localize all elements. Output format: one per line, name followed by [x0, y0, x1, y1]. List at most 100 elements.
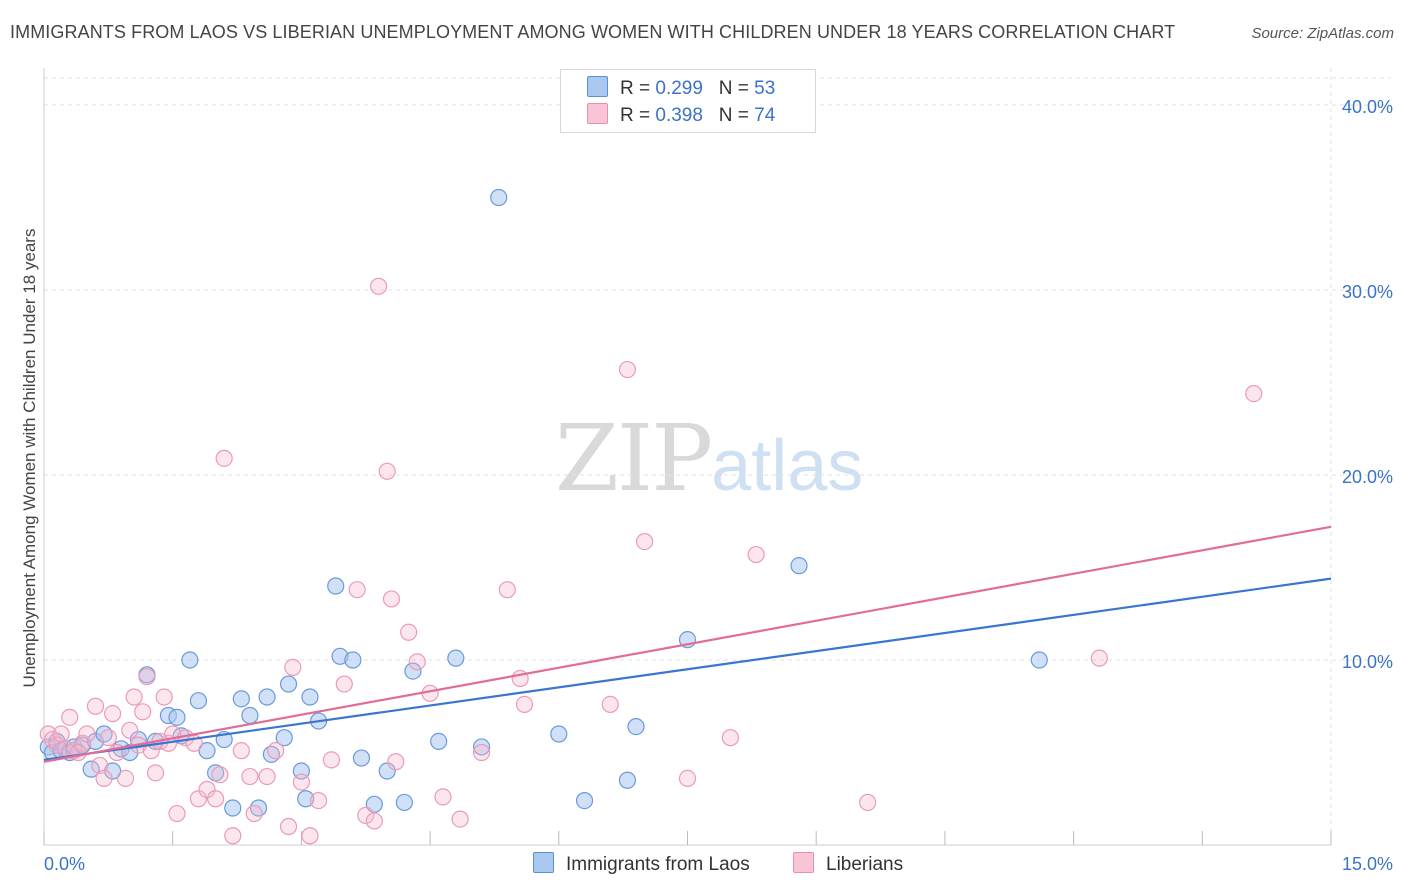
point-liberians: [322, 751, 341, 769]
point-liberians: [365, 812, 383, 830]
point-liberians: [86, 697, 105, 715]
point-liberians: [168, 804, 186, 823]
point-laos: [189, 692, 208, 710]
point-liberians: [678, 769, 697, 788]
bottom-legend-swatch-liberians: [793, 852, 814, 873]
point-laos: [352, 749, 371, 767]
point-liberians: [451, 810, 469, 828]
legend-row-laos: R = 0.299 N = 53: [587, 76, 775, 100]
point-liberians: [245, 804, 263, 823]
trendline-liberians: [43, 525, 1332, 763]
point-laos: [627, 717, 645, 736]
point-liberians: [635, 532, 654, 551]
point-liberians: [601, 695, 619, 714]
point-liberians: [267, 742, 285, 760]
point-laos: [447, 649, 465, 667]
point-liberians: [408, 653, 426, 671]
point-liberians: [99, 729, 117, 747]
bottom-legend-swatch-laos: [533, 852, 554, 873]
point-laos: [297, 790, 315, 808]
point-liberians: [258, 767, 276, 786]
point-laos: [472, 738, 491, 756]
point-liberians: [747, 545, 765, 564]
point-liberians: [335, 675, 353, 693]
point-liberians: [232, 742, 250, 760]
point-laos: [224, 799, 242, 817]
legend-r-value: 0.398: [655, 105, 703, 126]
y-tick-label: 10.0%: [1342, 652, 1393, 672]
point-laos: [327, 577, 345, 595]
point-liberians: [74, 734, 92, 752]
y-tick-label: 40.0%: [1342, 97, 1393, 117]
x-tick-label: 0.0%: [44, 854, 85, 874]
point-liberians: [498, 581, 516, 599]
point-liberians: [241, 767, 259, 786]
point-laos: [82, 760, 100, 778]
point-liberians: [348, 581, 366, 599]
point-laos: [490, 188, 508, 207]
source-label: Source: ZipAtlas.com: [1251, 25, 1394, 42]
point-laos: [550, 725, 568, 743]
point-liberians: [78, 725, 96, 743]
point-laos: [395, 793, 413, 812]
point-liberians: [52, 725, 70, 743]
bottom-legend-label-laos: Immigrants from Laos: [566, 854, 750, 875]
point-liberians: [721, 729, 740, 747]
point-laos: [430, 732, 448, 751]
point-liberians: [121, 721, 139, 739]
legend-n-label: N =: [718, 105, 749, 126]
legend-n-value: 74: [754, 105, 776, 126]
point-liberians: [134, 703, 152, 721]
point-liberians: [207, 790, 225, 808]
point-liberians: [859, 793, 877, 812]
point-liberians: [211, 766, 229, 784]
point-laos: [198, 742, 216, 760]
point-laos: [232, 690, 250, 708]
point-laos: [378, 762, 396, 780]
point-laos: [404, 662, 422, 680]
point-liberians: [357, 806, 375, 825]
point-liberians: [434, 788, 452, 806]
point-liberians: [515, 695, 534, 714]
point-liberians: [69, 743, 87, 762]
watermark: ZIPatlas: [555, 405, 863, 512]
legend-swatch-liberians: [587, 103, 608, 124]
point-liberians: [215, 449, 233, 467]
point-liberians: [382, 590, 401, 608]
legend-r-label: R =: [620, 105, 651, 126]
point-liberians: [284, 658, 302, 677]
trendline-laos: [43, 577, 1332, 761]
point-liberians: [104, 705, 122, 723]
point-liberians: [189, 790, 208, 808]
legend-swatch-laos: [587, 76, 608, 97]
point-liberians: [48, 736, 66, 754]
point-liberians: [125, 688, 143, 706]
bottom-legend-laos: Immigrants from Laos: [533, 852, 750, 876]
watermark-atlas: atlas: [711, 426, 864, 506]
point-laos: [181, 651, 199, 669]
point-liberians: [309, 791, 328, 810]
point-liberians: [138, 668, 156, 686]
point-liberians: [146, 764, 165, 782]
y-tick-label: 30.0%: [1342, 282, 1393, 302]
point-liberians: [370, 277, 388, 295]
point-laos: [301, 688, 319, 706]
point-liberians: [618, 360, 637, 379]
point-liberians: [95, 769, 113, 788]
point-liberians: [387, 753, 405, 771]
point-laos: [241, 706, 259, 725]
legend-r-value: 0.299: [655, 78, 703, 99]
legend-n-value: 53: [754, 78, 776, 99]
point-laos: [618, 771, 637, 789]
point-liberians: [61, 708, 79, 726]
point-laos: [575, 791, 594, 810]
legend-n-label: N =: [718, 78, 749, 99]
watermark-zip: ZIP: [555, 405, 713, 512]
bottom-legend-label-liberians: Liberians: [826, 854, 904, 875]
legend: R = 0.299 N = 53 R = 0.398 N = 74: [560, 69, 816, 133]
point-liberians: [472, 743, 491, 762]
x-tick-label: 15.0%: [1342, 854, 1393, 874]
legend-row-liberians: R = 0.398 N = 74: [587, 103, 775, 127]
point-laos: [279, 675, 298, 693]
